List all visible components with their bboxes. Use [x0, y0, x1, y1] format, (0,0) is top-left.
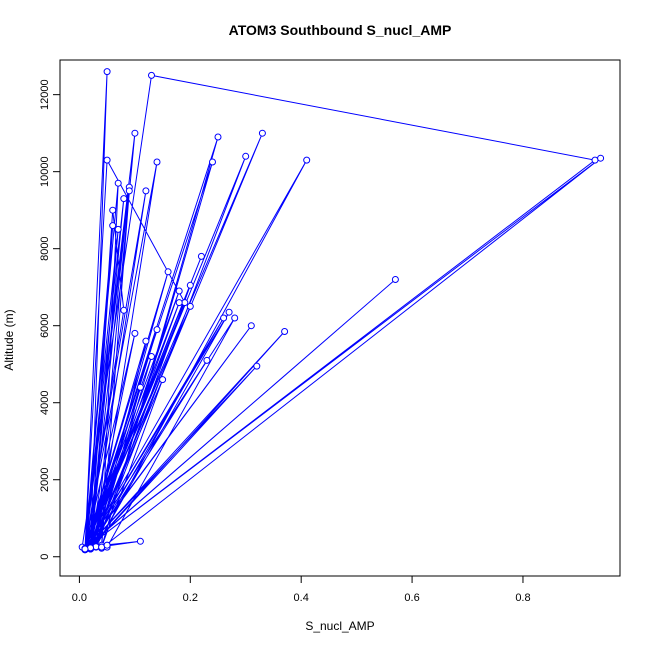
- data-point: [142, 187, 150, 195]
- data-point: [391, 276, 399, 283]
- y-tick-label: 10000: [39, 156, 51, 187]
- y-tick-label: 0: [39, 554, 51, 560]
- data-point: [258, 129, 266, 137]
- series-line: [81, 71, 601, 551]
- data-point: [303, 156, 311, 164]
- data-point: [186, 302, 194, 310]
- data-point: [103, 156, 111, 164]
- data-point: [81, 545, 89, 553]
- data-point: [597, 154, 605, 162]
- data-point: [148, 353, 155, 360]
- series-lines: [81, 71, 601, 551]
- data-point: [247, 322, 255, 330]
- data-point: [114, 225, 122, 233]
- data-point: [103, 68, 111, 76]
- x-tick-label: 0.8: [515, 592, 530, 604]
- data-point: [203, 356, 211, 364]
- data-point: [186, 281, 194, 289]
- data-point: [281, 328, 289, 335]
- data-point: [231, 314, 239, 322]
- data-point: [253, 362, 261, 370]
- data-point: [120, 306, 128, 314]
- data-point: [153, 326, 161, 334]
- data-point: [109, 206, 117, 214]
- data-point: [591, 156, 599, 164]
- data-point: [164, 268, 172, 276]
- chart-title: ATOM3 Southbound S_nucl_AMP: [229, 22, 452, 38]
- data-point: [220, 314, 228, 322]
- data-point: [103, 541, 111, 549]
- y-axis: 0 2000 4000 6000 8000 10000 12000: [39, 79, 61, 560]
- x-axis-label: S_nucl_AMP: [305, 619, 374, 633]
- data-point: [175, 287, 183, 295]
- y-tick-label: 4000: [39, 390, 51, 414]
- data-point: [114, 179, 122, 187]
- data-point: [87, 544, 94, 552]
- series-points: [78, 68, 605, 554]
- data-point: [136, 537, 144, 545]
- data-point: [214, 133, 222, 141]
- x-tick-label: 0.4: [294, 592, 309, 604]
- y-tick-label: 12000: [39, 79, 51, 110]
- x-tick-label: 0.6: [404, 592, 419, 604]
- data-point: [175, 299, 183, 307]
- plot-area: [59, 59, 621, 577]
- data-point: [142, 337, 150, 345]
- x-tick-label: 0.0: [72, 592, 87, 604]
- data-point: [209, 158, 216, 166]
- x-tick-label: 0.2: [183, 592, 198, 604]
- y-tick-label: 8000: [39, 236, 51, 260]
- data-point: [120, 195, 128, 203]
- data-point: [148, 71, 155, 79]
- y-axis-label: Altitude (m): [2, 309, 16, 370]
- data-point: [159, 376, 167, 384]
- data-point: [136, 383, 144, 391]
- data-point: [242, 152, 250, 160]
- data-point: [131, 129, 139, 137]
- data-point: [125, 187, 133, 195]
- data-point: [131, 329, 139, 337]
- data-point: [197, 252, 205, 260]
- y-tick-label: 2000: [39, 467, 51, 491]
- data-point: [153, 158, 161, 166]
- y-tick-label: 6000: [39, 313, 51, 337]
- data-point: [109, 222, 117, 230]
- data-point: [225, 308, 233, 316]
- x-axis: 0.0 0.2 0.4 0.6 0.8: [72, 575, 531, 604]
